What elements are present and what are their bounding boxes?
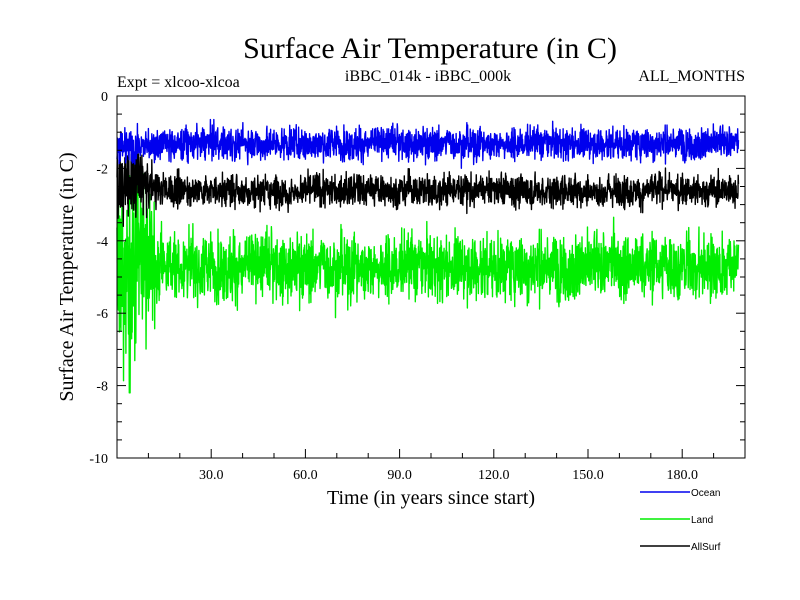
y-axis: 0 -2 -4 -6 -8 -10 [89, 90, 745, 467]
y-tick-label: -4 [96, 235, 108, 250]
y-tick-label: -6 [96, 307, 108, 322]
y-tick-label: -10 [89, 452, 108, 467]
y-tick-label: -8 [96, 380, 108, 395]
subtitle-comparison: iBBC_014k - iBBC_000k [345, 68, 511, 85]
x-axis: 30.0 60.0 90.0 120.0 150.0 180.0 [116, 449, 746, 483]
subtitle-experiment: Expt = xlcoo-xlcoa [117, 74, 240, 91]
x-tick-label: 30.0 [199, 468, 224, 483]
legend-label-land: Land [691, 515, 713, 526]
series-line-ocean [116, 118, 740, 169]
legend: Ocean Land AllSurf [640, 488, 721, 553]
legend-label-ocean: Ocean [691, 488, 720, 499]
y-axis-label: Surface Air Temperature (in C) [56, 152, 78, 401]
subtitle-months: ALL_MONTHS [638, 68, 745, 85]
x-tick-label: 180.0 [666, 468, 698, 483]
series-line-land [116, 163, 740, 394]
x-axis-label: Time (in years since start) [327, 487, 535, 509]
x-tick-label: 60.0 [293, 468, 318, 483]
x-tick-label: 120.0 [478, 468, 510, 483]
legend-label-allsurf: AllSurf [691, 542, 721, 553]
plot-lines [116, 118, 740, 394]
y-tick-label: 0 [101, 90, 108, 105]
y-tick-label: -2 [96, 162, 108, 177]
x-tick-label: 150.0 [572, 468, 604, 483]
chart-title: Surface Air Temperature (in C) [243, 32, 617, 65]
x-tick-label: 90.0 [387, 468, 412, 483]
series-line-allsurf [116, 153, 740, 228]
